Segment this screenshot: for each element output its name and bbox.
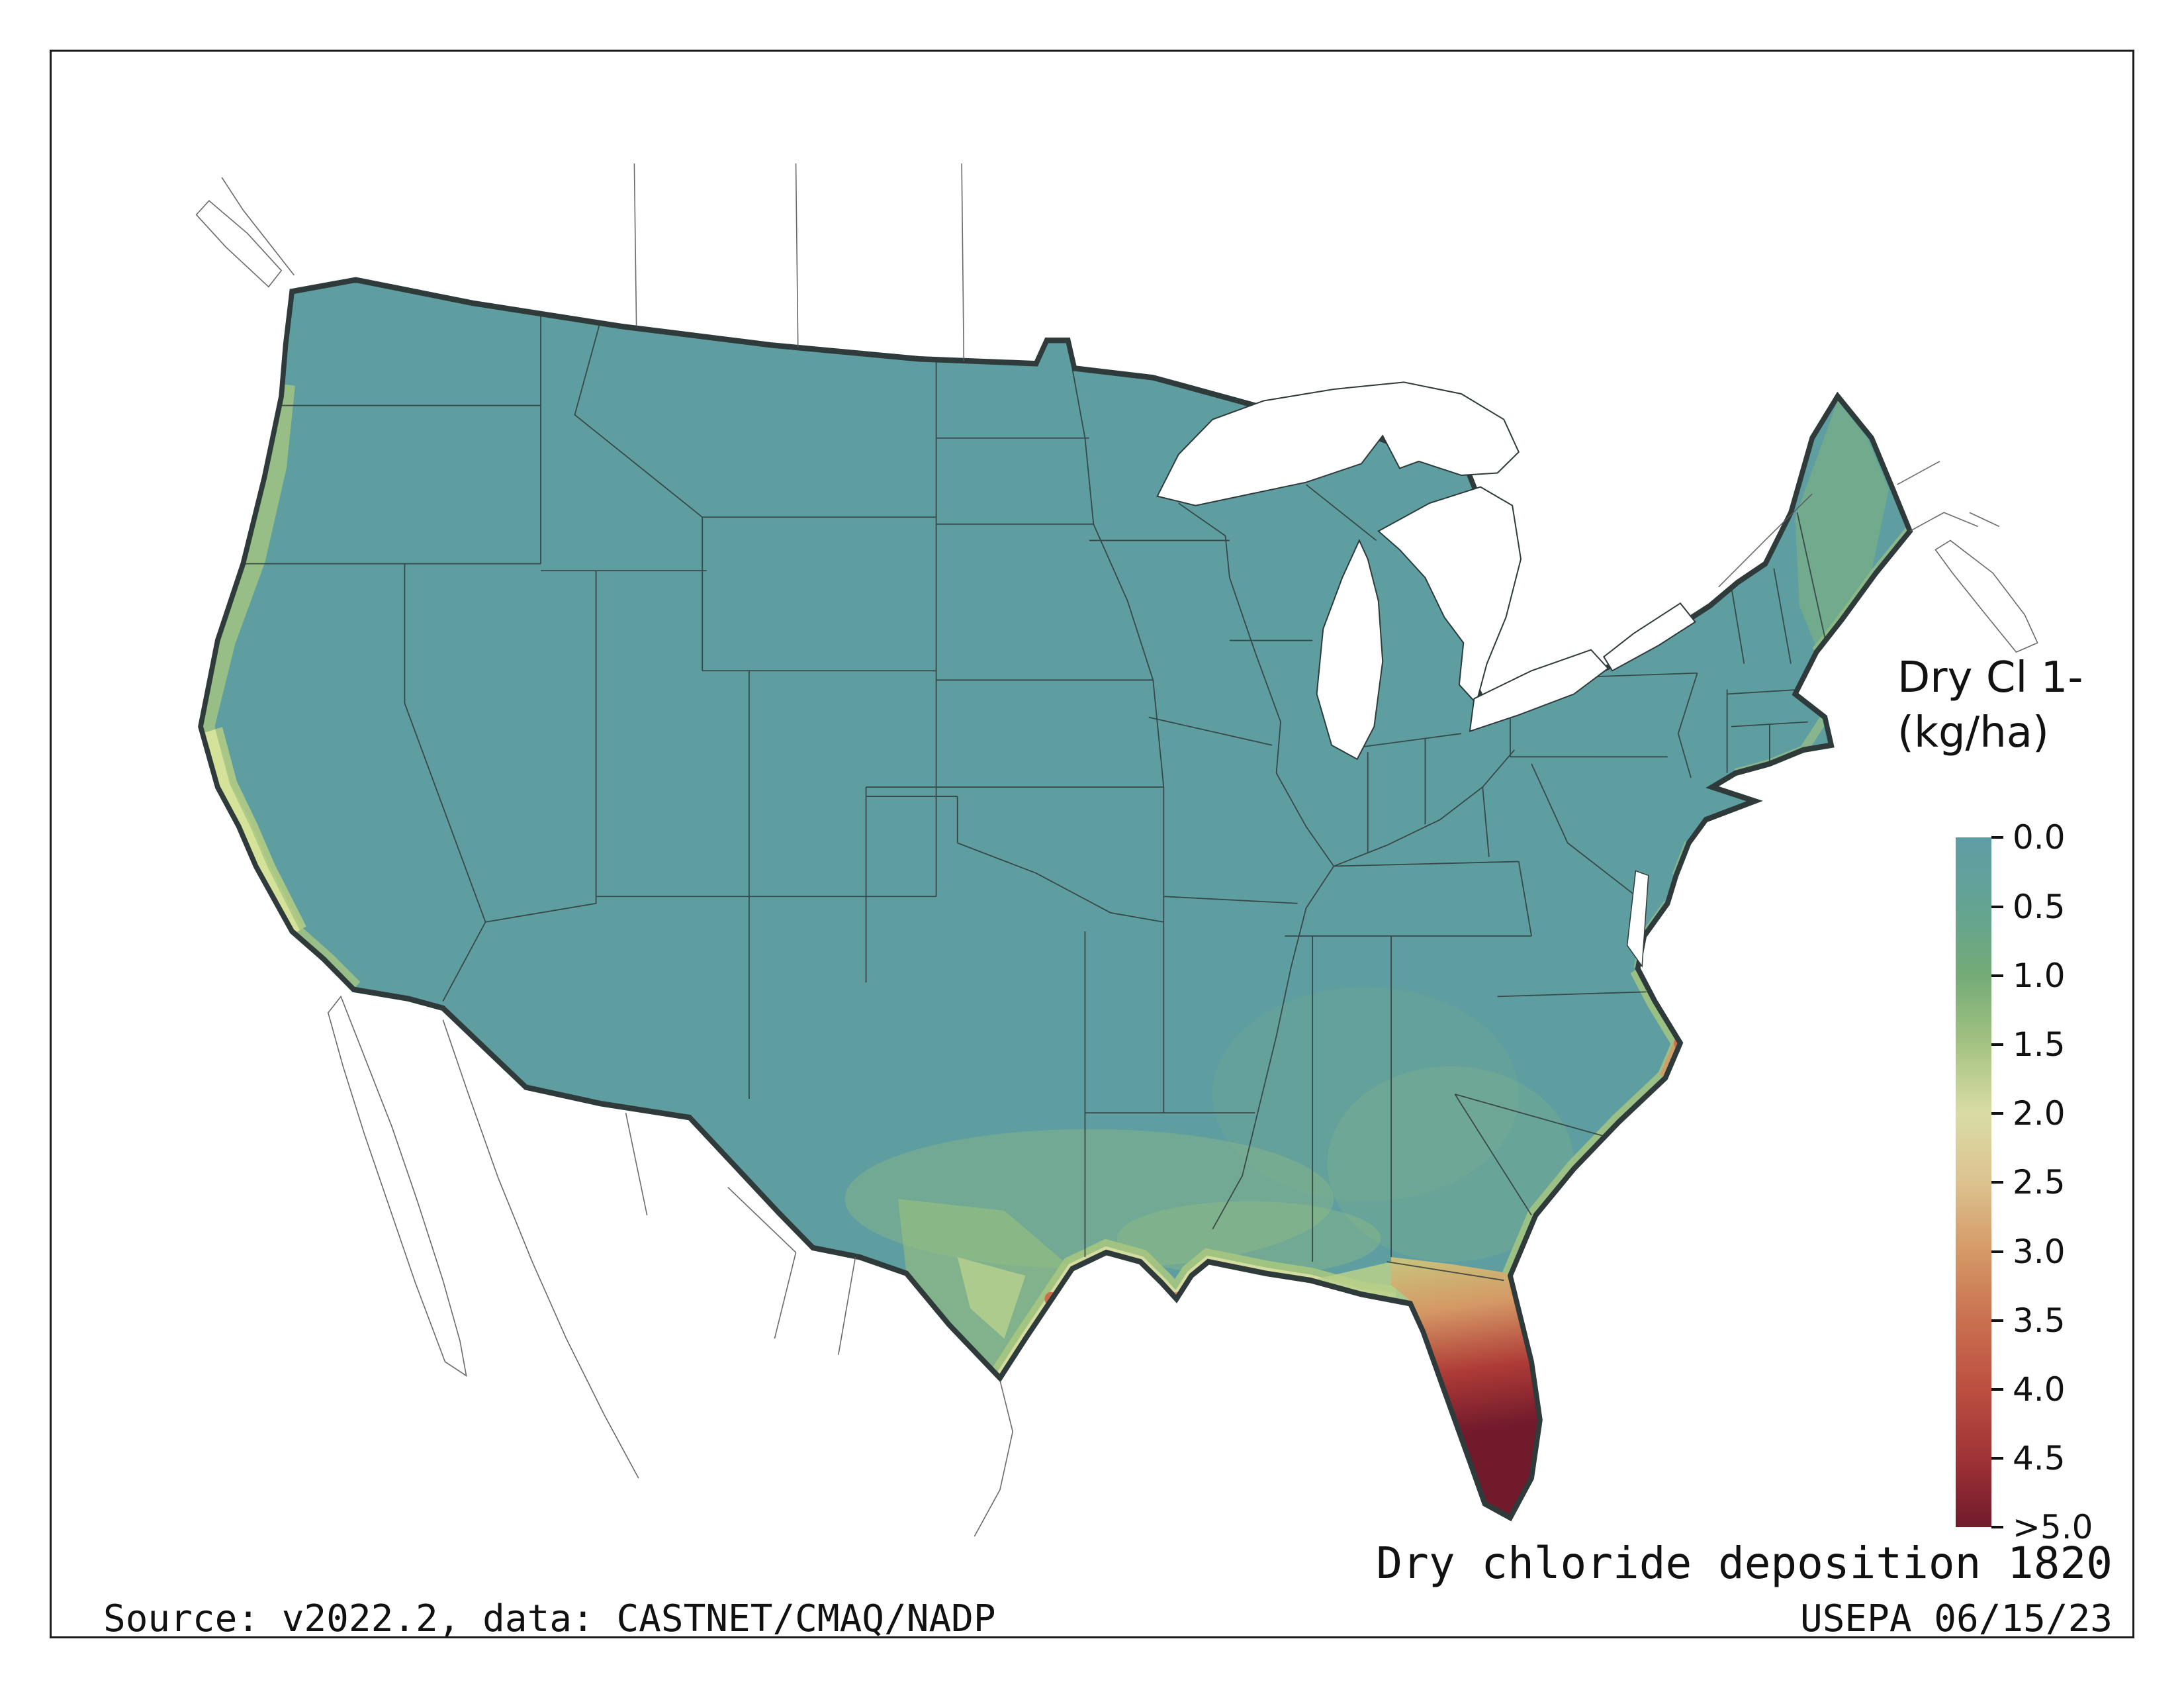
inland-tint	[1116, 1201, 1381, 1276]
lake-michigan	[1317, 540, 1383, 759]
figure-border: Dry Cl 1- (kg/ha) 0.0 0.5 1.0 1.5 2.0 2.5 3.0 3…	[50, 50, 2134, 1638]
legend-tick-label: 0.0	[2013, 818, 2066, 857]
legend: Dry Cl 1- (kg/ha) 0.0 0.5 1.0 1.5 2.0 2.5 3.0 3…	[1893, 651, 2132, 1546]
legend-tick-mark	[1991, 1457, 2003, 1460]
legend-tick-label: >5.0	[2013, 1508, 2093, 1547]
legend-tick-mark	[1991, 1181, 2003, 1184]
state-boundaries	[243, 308, 1829, 1280]
mexico-state-borders	[626, 1113, 856, 1355]
legend-tick-mark	[1991, 1387, 2003, 1391]
legend-tick: 4.0	[1991, 1370, 2066, 1409]
agency-note: USEPA 06/15/23	[1799, 1597, 2113, 1638]
legend-tick-label: 2.0	[2013, 1094, 2066, 1133]
neighbor-countries	[197, 164, 2038, 1536]
legend-units: (kg/ha)	[1897, 708, 2049, 758]
legend-body: 0.0 0.5 1.0 1.5 2.0 2.5 3.0 3.5 4.0 4.5 >5.0	[1956, 818, 2132, 1546]
baja-california	[328, 996, 467, 1376]
legend-tick-label: 2.5	[2013, 1163, 2066, 1202]
legend-colorbar	[1956, 837, 1991, 1528]
legend-tick-mark	[1991, 1043, 2003, 1046]
us-deposition-map	[90, 164, 2131, 1560]
canada-province-borders	[634, 164, 964, 361]
legend-tick: 1.5	[1991, 1025, 2066, 1064]
lake-ontario	[1604, 603, 1695, 671]
legend-tick-mark	[1991, 974, 2003, 977]
inland-tint	[1327, 1066, 1574, 1262]
nova-scotia	[1935, 540, 2037, 652]
legend-tick-label: 3.5	[2013, 1301, 2066, 1340]
legend-tick: 0.5	[1991, 888, 2066, 926]
south-texas-deposition-core	[957, 1257, 1026, 1339]
legend-tick-mark	[1991, 1526, 2003, 1529]
legend-tick: >5.0	[1991, 1508, 2093, 1546]
legend-ticks: 0.0 0.5 1.0 1.5 2.0 2.5 3.0 3.5 4.0 4.5 >5.0	[1991, 818, 2132, 1546]
legend-tick-mark	[1991, 1319, 2003, 1322]
st-lawrence-river	[1719, 494, 1812, 587]
great-lakes	[1158, 382, 1696, 966]
legend-tick: 0.0	[1991, 818, 2066, 857]
legend-tick: 3.0	[1991, 1233, 2066, 1271]
legend-tick-label: 4.0	[2013, 1370, 2066, 1409]
vancouver-island	[197, 201, 282, 287]
lake-huron	[1379, 487, 1521, 704]
legend-tick: 2.5	[1991, 1163, 2066, 1201]
prince-edward-island	[1970, 512, 1999, 526]
legend-tick-label: 3.0	[2013, 1232, 2066, 1271]
maine-deposition-tint	[1795, 400, 1889, 648]
legend-tick-label: 1.0	[2013, 956, 2066, 995]
legend-tick: 1.0	[1991, 957, 2066, 995]
inland-tint	[1212, 987, 1519, 1201]
legend-tick-mark	[1991, 836, 2003, 839]
mexico-coast	[443, 1020, 1013, 1536]
legend-tick: 4.5	[1991, 1439, 2066, 1477]
new-brunswick-border	[1897, 461, 1978, 531]
legend-title: Dry Cl 1-	[1897, 653, 2083, 702]
legend-tick-mark	[1991, 1112, 2003, 1115]
legend-tick: 3.5	[1991, 1301, 2066, 1340]
source-note: Source: v2022.2, data: CASTNET/CMAQ/NADP	[103, 1597, 996, 1638]
florida-peninsula-deposition	[1391, 1257, 1543, 1518]
legend-tick-mark	[1991, 905, 2003, 908]
lake-superior	[1158, 382, 1519, 505]
legend-tick-label: 0.5	[2013, 887, 2066, 926]
british-columbia-coast	[222, 177, 294, 275]
chesapeake-bay	[1627, 871, 1649, 966]
legend-tick: 2.0	[1991, 1094, 2066, 1133]
legend-tick-label: 1.5	[2013, 1025, 2066, 1064]
lake-erie	[1470, 650, 1608, 731]
legend-tick-mark	[1991, 1250, 2003, 1253]
map-caption: Dry chloride deposition 1820	[1376, 1538, 2113, 1589]
legend-tick-label: 4.5	[2013, 1439, 2066, 1478]
